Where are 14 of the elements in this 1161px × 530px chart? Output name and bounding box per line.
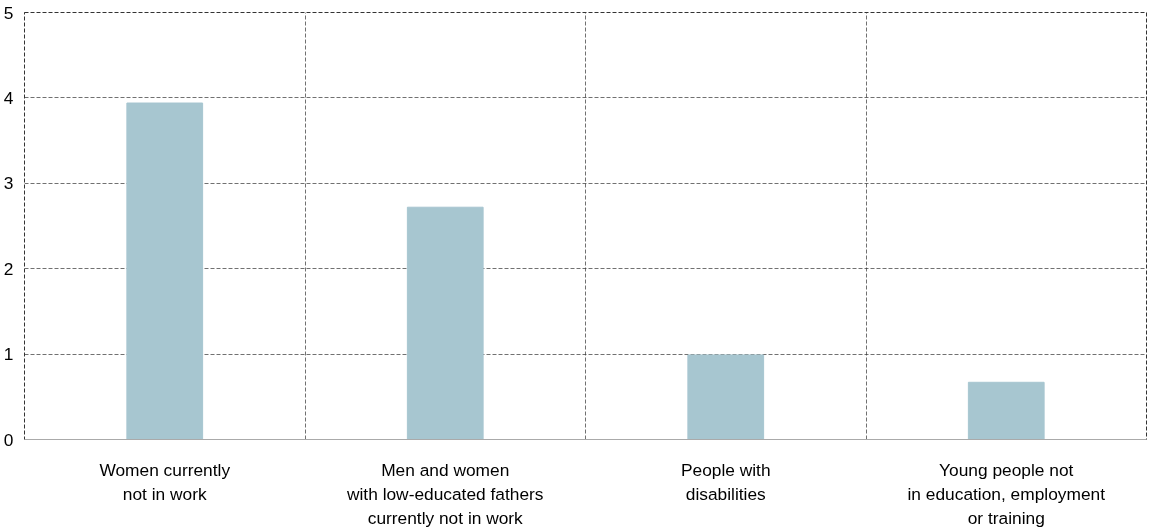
y-tick-label: 1 [3, 344, 14, 365]
y-tick-label: 4 [3, 87, 14, 108]
x-tick-label: Young people not in education, employment or training [907, 459, 1106, 528]
bar [126, 102, 204, 440]
bar [967, 381, 1045, 440]
y-tick-label: 5 [3, 2, 14, 23]
x-tick-label: Women currently not in work [99, 459, 231, 504]
x-tick-label: Men and women with low-educated fathers currently not in work [346, 459, 544, 528]
y-tick-label: 0 [3, 429, 14, 450]
y-tick-label: 3 [3, 173, 14, 194]
x-tick-label: People with disabilities [680, 459, 771, 504]
bar [406, 206, 484, 440]
bar [687, 354, 765, 440]
y-tick-label: 2 [3, 258, 14, 279]
